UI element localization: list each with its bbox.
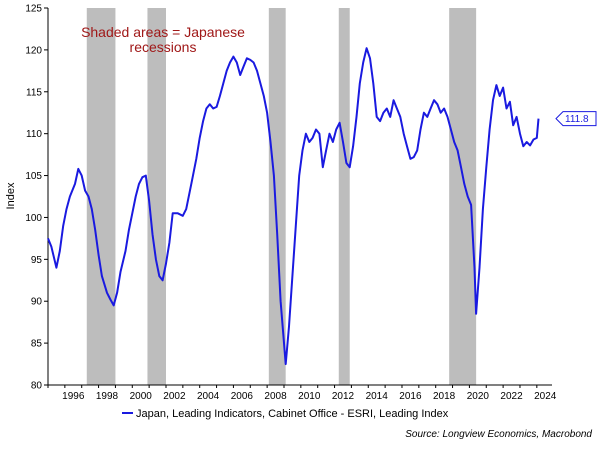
x-tick-label-3: 2002	[163, 391, 186, 402]
series-group	[47, 47, 540, 366]
recession-shading	[86, 8, 477, 385]
x-tick-label-5: 2006	[231, 391, 254, 402]
y-tick-label-1: 85	[31, 339, 43, 350]
x-tick-label-7: 2010	[298, 391, 321, 402]
series-line-0	[47, 47, 540, 366]
annotation-line-2: recessions	[130, 39, 197, 55]
y-tick-label-4: 100	[25, 213, 42, 224]
y-tick-label-0: 80	[31, 381, 43, 392]
y-axis-label: Index	[5, 182, 17, 209]
x-tick-label-11: 2018	[433, 391, 456, 402]
x-tick-label-14: 2024	[534, 391, 557, 402]
x-tick-label-9: 2014	[366, 391, 389, 402]
x-tick-label-10: 2016	[399, 391, 422, 402]
x-axis: 1996 1998 2000 2002 2004 2006 2008 2010 2012 2014…	[47, 385, 557, 402]
x-tick-label-8: 2012	[332, 391, 355, 402]
annotation-line-1: Shaded areas = Japanese	[81, 24, 245, 40]
x-tick-label-13: 2022	[500, 391, 523, 402]
y-tick-label-7: 115	[26, 87, 42, 98]
recession-band-0	[86, 8, 116, 385]
y-tick-label-8: 120	[25, 45, 42, 56]
x-tick-label-4: 2004	[197, 391, 220, 402]
recession-band-1	[147, 8, 166, 385]
x-tick-label-6: 2008	[264, 391, 287, 402]
recession-band-2	[268, 8, 286, 385]
recession-band-3	[338, 8, 350, 385]
legend-label: Japan, Leading Indicators, Cabinet Offic…	[136, 408, 449, 420]
y-tick-label-3: 95	[31, 255, 43, 266]
x-tick-label-2: 2000	[130, 391, 153, 402]
x-tick-label-12: 2020	[467, 391, 490, 402]
recession-band-4	[449, 8, 477, 385]
y-axis: 80 85 90 95 100 105 110 115 120 125	[25, 4, 48, 392]
last-value-tag	[555, 111, 597, 127]
axes	[47, 8, 552, 386]
y-tick-label-5: 105	[25, 171, 42, 182]
y-tick-label-2: 90	[31, 297, 43, 308]
last-value-label: 111.8	[565, 114, 589, 125]
y-tick-label-6: 110	[26, 129, 42, 140]
x-tick-label-1: 1998	[96, 391, 119, 402]
source-note: Source: Longview Economics, Macrobond	[405, 429, 592, 440]
x-tick-label-0: 1996	[62, 391, 85, 402]
y-tick-label-9: 125	[25, 4, 42, 15]
